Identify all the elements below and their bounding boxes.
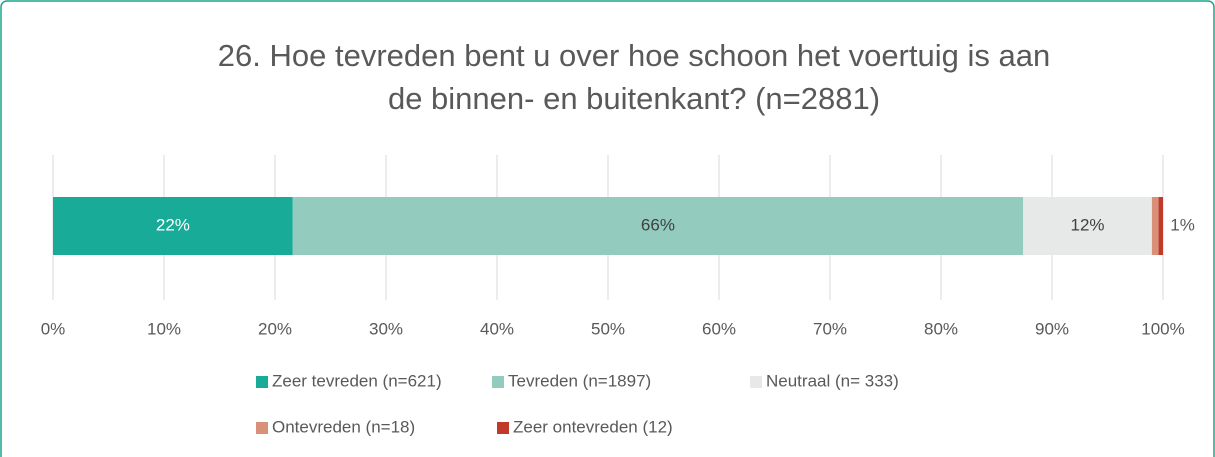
legend-swatch (492, 376, 504, 388)
legend-swatch (256, 422, 268, 434)
data-label: 1% (1170, 215, 1195, 234)
legend-label: Ontevreden (n=18) (272, 417, 415, 436)
legend-label: Neutraal (n= 333) (766, 371, 899, 390)
legend-label: Zeer ontevreden (12) (513, 417, 673, 436)
chart-title: de binnen- en buitenkant? (n=2881) (388, 81, 880, 116)
legend-label: Tevreden (n=1897) (508, 371, 651, 390)
x-tick-label: 100% (1141, 319, 1184, 338)
x-tick-label: 90% (1035, 319, 1069, 338)
x-tick-label: 0% (41, 319, 66, 338)
chart-title: 26. Hoe tevreden bent u over hoe schoon … (218, 38, 1050, 73)
x-tick-label: 20% (258, 319, 292, 338)
legend-swatch (256, 376, 268, 388)
bar-segment (53, 197, 293, 255)
data-label: 12% (1071, 215, 1105, 234)
legend-swatch (750, 376, 762, 388)
x-tick-label: 10% (147, 319, 181, 338)
bar-segment (292, 197, 1024, 255)
bar-segment (1023, 197, 1152, 255)
bar-segment (1151, 197, 1159, 255)
bar-segment (1158, 197, 1163, 255)
x-tick-label: 60% (702, 319, 736, 338)
x-tick-label: 70% (813, 319, 847, 338)
x-tick-label: 80% (924, 319, 958, 338)
x-tick-label: 50% (591, 319, 625, 338)
x-tick-label: 40% (480, 319, 514, 338)
data-label: 22% (156, 215, 190, 234)
legend-label: Zeer tevreden (n=621) (272, 371, 442, 390)
x-tick-label: 30% (369, 319, 403, 338)
data-label: 66% (641, 215, 675, 234)
legend-swatch (497, 422, 509, 434)
